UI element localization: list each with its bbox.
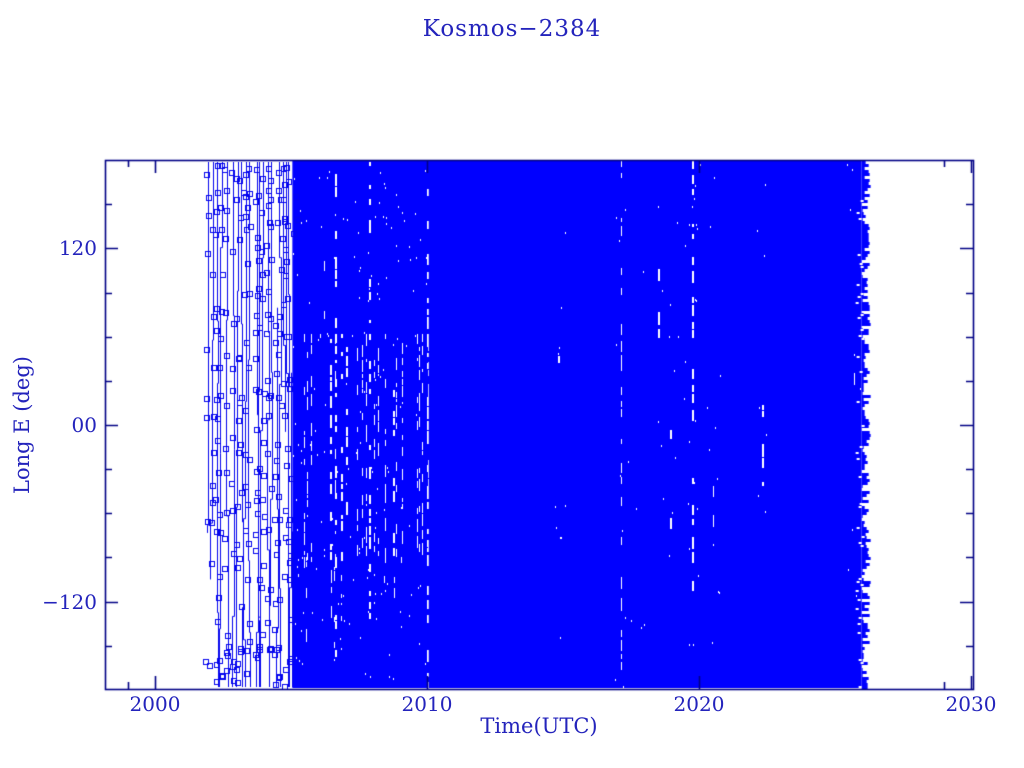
chart-title: Kosmos−2384	[422, 16, 602, 42]
x-tick-label-2000: 2000	[129, 692, 181, 716]
x-tick-label-2030: 2030	[945, 692, 997, 716]
y-tick-label-neg120: −120	[42, 590, 97, 614]
y-axis-label: Long E (deg)	[10, 356, 34, 494]
x-tick-label-2010: 2010	[401, 692, 453, 716]
x-axis-label: Time(UTC)	[480, 714, 598, 738]
x-tick-label-2020: 2020	[673, 692, 725, 716]
y-tick-label-120: 120	[58, 236, 97, 260]
y-tick-label-0: 00	[71, 413, 97, 437]
